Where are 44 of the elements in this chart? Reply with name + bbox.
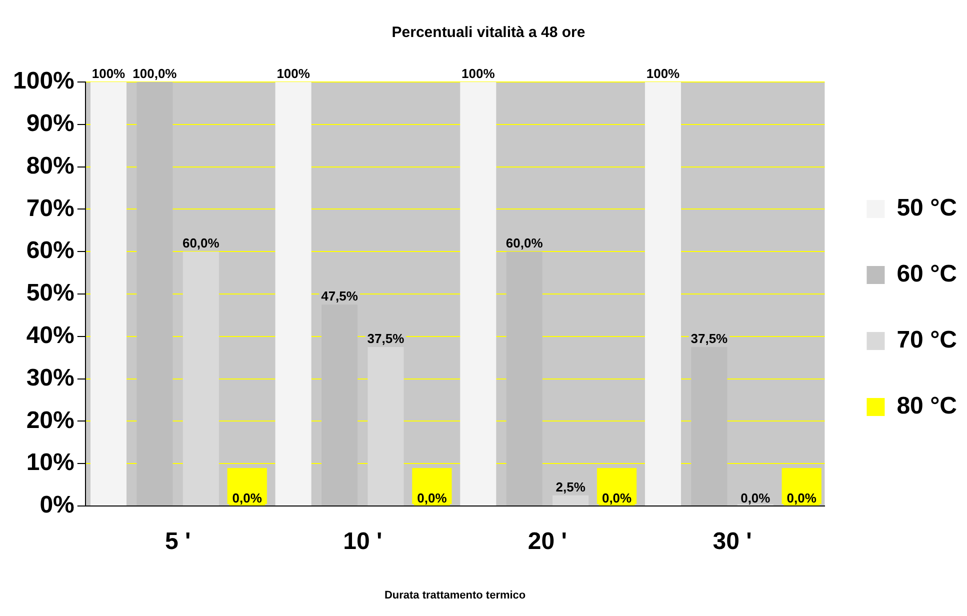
- y-tick-label: 20%: [26, 406, 74, 434]
- x-tick-label: 5 ': [164, 528, 191, 556]
- data-label: 100,0%: [132, 66, 178, 82]
- x-tick-label: 10 ': [343, 528, 382, 556]
- data-label: 47,5%: [321, 288, 358, 304]
- data-label: 0,0%: [232, 490, 262, 506]
- data-label: 100%: [92, 66, 126, 82]
- bar: [275, 82, 312, 506]
- y-tick-label: 40%: [26, 322, 74, 350]
- y-tick-label: 100%: [12, 68, 74, 95]
- data-label: 60,0%: [182, 236, 220, 251]
- bar: [644, 82, 681, 506]
- bar: [552, 495, 589, 506]
- chart-title: Percentuali vitalità a 48 ore: [392, 24, 586, 42]
- y-tick-label: 50%: [26, 280, 74, 307]
- y-tick-label: 90%: [26, 110, 74, 138]
- bar: [460, 82, 496, 506]
- data-label: 37,5%: [367, 331, 405, 346]
- x-axis-title: Durata trattamento termico: [384, 589, 526, 602]
- legend-label: 60 °C: [896, 260, 958, 288]
- data-label: 0,0%: [786, 490, 817, 506]
- y-tick-label: 10%: [26, 449, 74, 476]
- data-label: 0,0%: [602, 490, 632, 506]
- data-label: 100%: [276, 66, 310, 82]
- bar: [90, 82, 127, 506]
- legend-label: 50 °C: [896, 194, 958, 222]
- legend-label: 80 °C: [896, 392, 958, 420]
- data-label: 2,5%: [556, 479, 586, 494]
- bar: [182, 252, 219, 506]
- data-label: 0,0%: [417, 490, 448, 506]
- y-tick-label: 70%: [26, 194, 74, 222]
- bar: [368, 347, 404, 506]
- data-label: 37,5%: [690, 331, 728, 346]
- x-tick-label: 30 ': [712, 528, 752, 556]
- data-label: 100%: [462, 66, 496, 82]
- y-tick-label: 30%: [26, 364, 74, 392]
- data-label: 60,0%: [506, 236, 544, 251]
- y-tick-label: 0%: [40, 492, 74, 519]
- y-tick-label: 80%: [26, 152, 74, 180]
- x-tick-label: 20 ': [528, 528, 567, 556]
- y-tick-label: 60%: [26, 237, 74, 264]
- data-label: 100%: [646, 66, 680, 82]
- legend-label: 70 °C: [896, 326, 958, 354]
- data-label: 0,0%: [740, 490, 771, 506]
